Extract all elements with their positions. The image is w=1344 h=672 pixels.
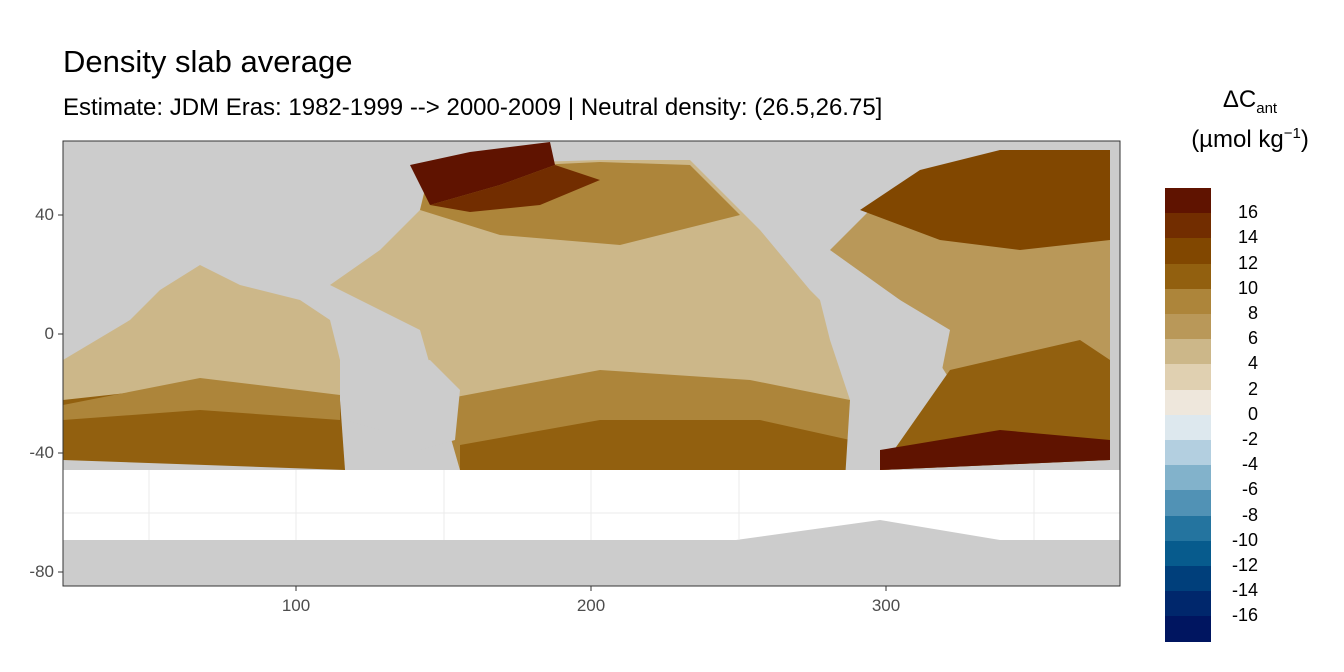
legend-label: -6 — [1241, 479, 1258, 500]
legend-swatch — [1165, 540, 1211, 567]
legend-swatch — [1165, 188, 1211, 214]
x-tick-label: 300 — [871, 596, 901, 615]
legend-label: -8 — [1241, 504, 1258, 525]
legend-units-exp: −1 — [1283, 124, 1301, 142]
pacific-subpolar — [410, 142, 555, 205]
legend-swatch — [1165, 440, 1211, 466]
gridlines — [63, 470, 1120, 540]
legend-label: -16 — [1231, 605, 1258, 626]
legend-swatch — [1165, 465, 1211, 491]
antarctica-land — [63, 520, 1120, 586]
legend-swatch — [1165, 591, 1211, 617]
legend-title-main: ΔC — [1222, 86, 1257, 113]
chart-subtitle: Estimate: JDM Eras: 1982-1999 --> 2000-2… — [63, 94, 883, 121]
legend-swatch — [1165, 616, 1211, 643]
atlantic-far-south — [880, 430, 1110, 470]
legend-label: -12 — [1231, 555, 1258, 575]
indian-ocean-mid — [63, 378, 340, 420]
y-tick-label: 0 — [44, 324, 54, 343]
legend-swatch — [1165, 364, 1211, 391]
legend-title-sub: ant — [1256, 99, 1278, 117]
atlantic-north — [860, 150, 1110, 250]
legend-label: 12 — [1237, 252, 1258, 273]
x-tick-label: 100 — [281, 596, 311, 615]
axis-ticks — [58, 214, 887, 591]
legend-swatch — [1165, 238, 1211, 265]
legend-title: ΔCant (µmol kg−1) — [1155, 86, 1344, 154]
legend-label: -2 — [1241, 429, 1258, 449]
legend-units: (µmol kg — [1191, 125, 1284, 153]
chart-title: Density slab average — [63, 44, 353, 79]
legend-label: -14 — [1231, 580, 1258, 601]
legend-swatch — [1165, 314, 1211, 340]
legend-label: 4 — [1247, 353, 1258, 374]
y-tick-label: -40 — [29, 443, 54, 462]
legend-label: 0 — [1247, 403, 1258, 424]
legend-swatch — [1165, 490, 1211, 517]
legend-label: 2 — [1247, 378, 1258, 399]
pacific-far-south — [460, 420, 860, 480]
legend-label: 14 — [1237, 227, 1258, 248]
legend-label: 8 — [1247, 303, 1258, 323]
legend-swatch — [1165, 288, 1211, 315]
legend-label: 16 — [1237, 202, 1258, 223]
legend-swatch — [1165, 213, 1211, 239]
legend-swatch — [1165, 515, 1211, 542]
legend-label: -10 — [1231, 529, 1258, 550]
y-tick-label: -80 — [29, 562, 54, 581]
y-tick-label: 40 — [35, 205, 54, 224]
legend-label: 6 — [1247, 328, 1258, 349]
south-america-land — [820, 280, 950, 490]
legend-swatch — [1165, 263, 1211, 290]
legend-swatch — [1165, 389, 1211, 416]
legend-label: -4 — [1241, 454, 1258, 475]
legend-units-close: ) — [1300, 125, 1309, 153]
legend-label: 10 — [1237, 277, 1258, 298]
legend-swatch — [1165, 339, 1211, 365]
australia-land — [340, 360, 460, 450]
x-tick-label: 200 — [576, 596, 606, 615]
pacific-subpolar-edge — [430, 165, 600, 212]
legend-swatch — [1165, 566, 1211, 592]
legend-swatch — [1165, 414, 1211, 441]
